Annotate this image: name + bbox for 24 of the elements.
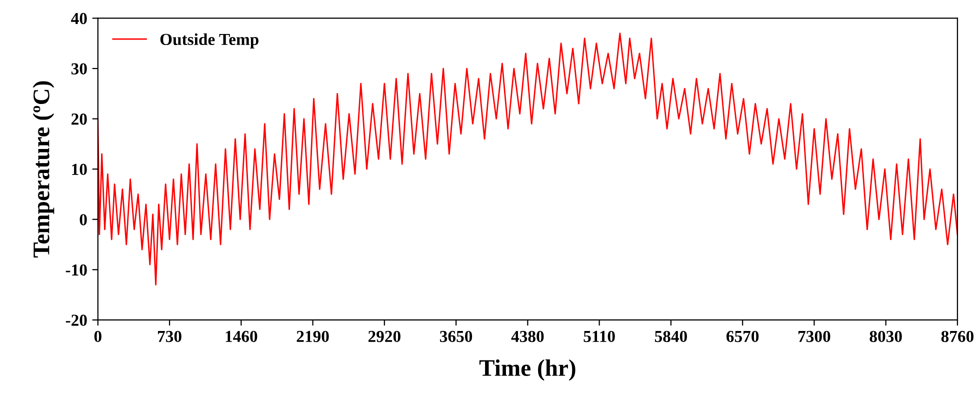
x-tick-label: 2920 [368,330,400,342]
y-tick-label: -20 [66,314,87,326]
x-tick-label: 2190 [296,330,329,342]
y-tick-label: 0 [80,214,87,226]
y-tick-label: -10 [66,264,87,276]
x-tick-label: 7300 [798,330,830,342]
line-series [98,32,958,286]
x-tick-label: 8760 [941,330,974,342]
x-tick-label: 5840 [654,330,687,342]
y-axis-title: Temperature (ºC) [32,81,54,258]
x-axis-title: Time (hr) [479,359,576,381]
x-tick-label: 3650 [440,330,472,342]
legend-label: Outside Temp [160,33,258,48]
x-tick-label: 8030 [870,330,902,342]
y-tick-label: 10 [72,164,87,176]
x-tick-label: 730 [158,330,182,342]
x-tick-label: 4380 [511,330,544,342]
y-tick-label: 30 [71,63,87,74]
x-tick-label: 1460 [226,330,258,342]
x-tick-label: 6570 [726,330,759,342]
x-tick-label: 5110 [584,330,615,342]
y-tick-label: 20 [72,114,87,125]
x-tick-label: 0 [94,330,102,342]
y-tick-label: 40 [71,12,87,24]
